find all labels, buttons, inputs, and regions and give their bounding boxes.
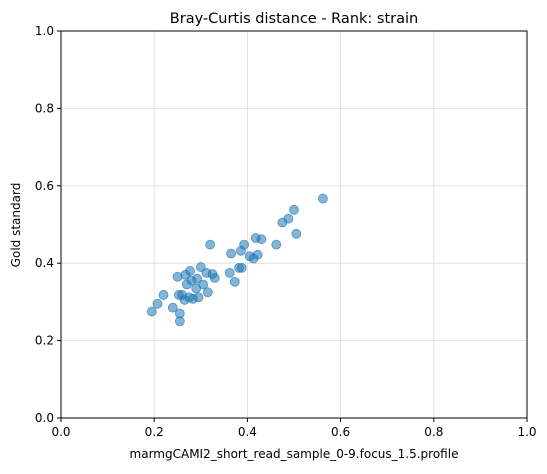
data-point	[146, 306, 157, 317]
data-point	[202, 287, 213, 298]
data-point	[205, 239, 216, 250]
y-tick-label: 0.0	[35, 411, 54, 425]
data-point	[236, 262, 247, 273]
data-point	[174, 316, 185, 327]
data-point	[158, 290, 169, 300]
x-tick-label: 0.4	[238, 425, 257, 439]
x-tick-label: 0.8	[424, 425, 443, 439]
data-point	[185, 266, 195, 276]
y-tick-label: 0.4	[35, 256, 54, 270]
data-point	[167, 302, 178, 313]
data-point	[289, 204, 299, 215]
data-point	[239, 239, 250, 250]
x-axis-label: marmgCAMI2_short_read_sample_0-9.focus_1…	[130, 447, 459, 461]
data-point	[224, 267, 235, 278]
data-point	[193, 292, 204, 303]
data-point	[226, 248, 236, 259]
data-point	[256, 234, 267, 245]
y-tick-label: 1.0	[35, 24, 54, 38]
chart-title: Bray-Curtis distance - Rank: strain	[170, 11, 418, 27]
x-tick-label: 1.0	[517, 425, 536, 439]
y-axis-label: Gold standard	[9, 183, 23, 268]
plot-frame	[60, 30, 528, 419]
data-point	[152, 298, 163, 309]
data-point	[252, 249, 263, 260]
x-tick-label: 0.6	[331, 425, 350, 439]
x-tick-label: 0.2	[145, 425, 164, 439]
data-point	[229, 276, 240, 287]
data-point	[271, 239, 282, 250]
data-point	[192, 273, 202, 284]
data-point	[283, 213, 294, 224]
x-tick-label: 0.0	[51, 425, 70, 439]
y-tick-label: 0.6	[35, 179, 54, 193]
data-point	[172, 271, 183, 282]
y-tick-label: 0.8	[35, 101, 54, 115]
data-point	[209, 273, 220, 283]
data-point	[198, 279, 209, 290]
y-tick-label: 0.2	[35, 334, 54, 348]
tick-layer: 0.0 0.2 0.4 0.6 0.8 1.0 0.0 0.2 0.4 0.6 0.8 1.0	[35, 24, 537, 439]
data-point	[291, 228, 302, 239]
data-points	[146, 193, 328, 327]
data-point	[317, 193, 328, 204]
